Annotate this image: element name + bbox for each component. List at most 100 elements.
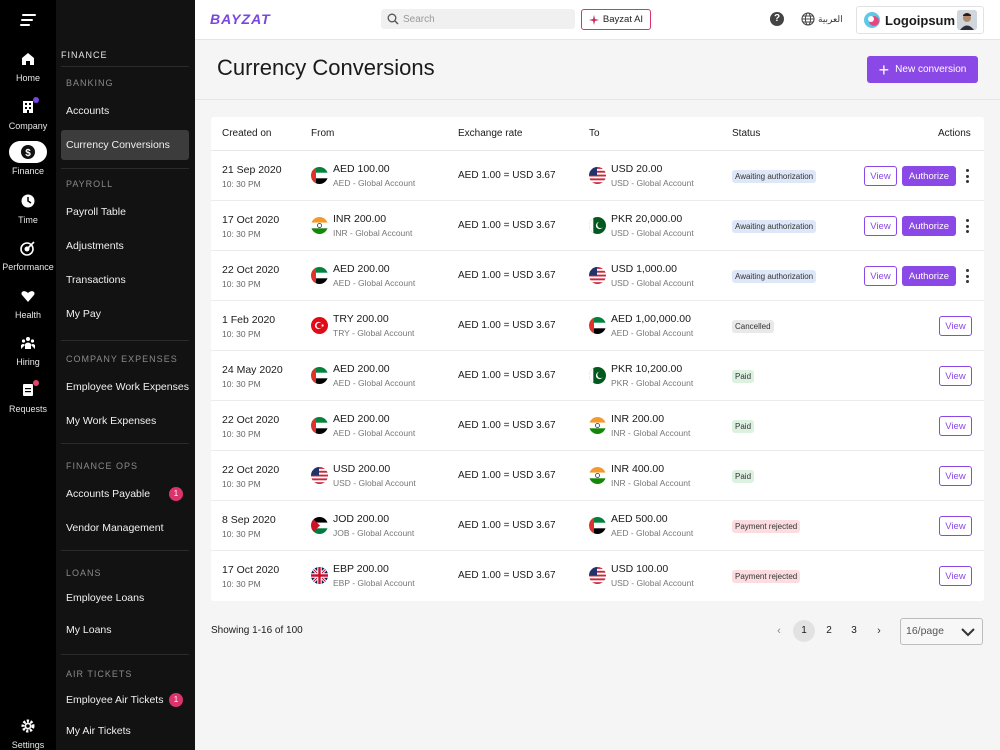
brand-logo[interactable]: BAYZAT <box>210 11 271 27</box>
rail-item-finance[interactable]: $ Finance <box>0 141 56 176</box>
from-account: AED - Global Account <box>333 378 416 388</box>
table-row: 24 May 2020 10: 30 PM AED 200.00 AED - G… <box>211 351 984 401</box>
view-button[interactable]: View <box>939 466 972 486</box>
sidebar-item-accounts-payable[interactable]: Accounts Payable 1 <box>61 479 189 509</box>
sidebar-item-my-loans[interactable]: My Loans <box>66 624 112 636</box>
view-button[interactable]: View <box>939 516 972 536</box>
search-input[interactable] <box>403 11 568 27</box>
company-switcher[interactable]: Logoipsum <box>856 6 984 34</box>
menu-icon[interactable] <box>20 14 36 29</box>
sidebar-item-employee-loans[interactable]: Employee Loans <box>66 592 145 604</box>
column-exchange-rate[interactable]: Exchange rate <box>458 128 523 139</box>
sidebar-section-loans: LOANS <box>66 568 102 578</box>
sidebar-item-adjustments[interactable]: Adjustments <box>66 240 124 252</box>
from-amount: TRY 200.00 <box>333 313 389 325</box>
rail-item-hiring[interactable]: Hiring <box>0 332 56 367</box>
column-from[interactable]: From <box>311 128 335 139</box>
from-cell: USD 200.00 USD - Global Account <box>333 463 416 488</box>
rail-item-performance[interactable]: Performance <box>0 237 56 272</box>
rail-item-home[interactable]: Home <box>0 48 56 83</box>
us-flag-icon <box>589 267 606 284</box>
to-cell: INR 400.00 INR - Global Account <box>611 463 690 488</box>
ae-flag-icon <box>589 317 606 334</box>
rail-label: Home <box>15 73 40 83</box>
view-button[interactable]: View <box>939 416 972 436</box>
view-button[interactable]: View <box>864 166 897 186</box>
status-badge: Awaiting authorization <box>732 170 817 183</box>
sidebar-item-currency-conversions[interactable]: Currency Conversions <box>61 130 189 160</box>
more-options-icon[interactable] <box>964 268 970 284</box>
sidebar-title: FINANCE <box>61 50 108 60</box>
prev-page-button[interactable]: ‹ <box>777 625 781 637</box>
pagination: ‹ 1 2 3 › <box>768 620 893 642</box>
avatar[interactable] <box>957 10 977 30</box>
page-button-2[interactable]: 2 <box>826 625 832 636</box>
new-conversion-button[interactable]: + New conversion <box>867 56 978 83</box>
exchange-rate: AED 1.00 = USD 3.67 <box>458 470 556 481</box>
created-date: 21 Sep 2020 <box>222 164 282 176</box>
next-page-button[interactable]: › <box>877 625 881 637</box>
rail-label: Hiring <box>16 357 40 367</box>
from-account: JOB - Global Account <box>333 528 415 538</box>
rail-item-company[interactable]: Company <box>0 96 56 131</box>
authorize-button[interactable]: Authorize <box>902 166 956 186</box>
in-flag-icon <box>589 467 606 484</box>
rail-item-time[interactable]: Time <box>0 190 56 225</box>
status-badge: Cancelled <box>732 320 774 333</box>
more-options-icon[interactable] <box>964 218 970 234</box>
people-icon <box>21 337 35 349</box>
help-icon[interactable]: ? <box>770 12 784 26</box>
to-cell: USD 1,000.00 USD - Global Account <box>611 263 694 288</box>
column-status[interactable]: Status <box>732 128 761 139</box>
bayzat-ai-button[interactable]: Bayzat AI <box>581 9 651 30</box>
rail-label: Time <box>18 215 38 225</box>
created-on-cell: 17 Oct 2020 10: 30 PM <box>222 564 279 589</box>
sidebar-item-my-air-tickets[interactable]: My Air Tickets <box>66 725 131 737</box>
to-account: USD - Global Account <box>611 228 694 238</box>
from-cell: AED 100.00 AED - Global Account <box>333 163 415 188</box>
created-on-cell: 17 Oct 2020 10: 30 PM <box>222 214 279 239</box>
from-account: USD - Global Account <box>333 478 416 488</box>
language-switch[interactable]: العربية <box>801 12 843 26</box>
created-date: 22 Oct 2020 <box>222 264 280 276</box>
status-badge: Payment rejected <box>732 570 801 583</box>
view-button[interactable]: View <box>939 366 972 386</box>
rail-item-requests[interactable]: Requests <box>0 379 56 414</box>
sidebar-item-transactions[interactable]: Transactions <box>66 274 126 286</box>
column-to[interactable]: To <box>589 128 600 139</box>
sidebar-item-payroll-table[interactable]: Payroll Table <box>66 206 126 218</box>
page-button-3[interactable]: 3 <box>851 625 857 636</box>
ae-flag-icon <box>311 417 328 434</box>
page-title: Currency Conversions <box>217 55 435 80</box>
more-options-icon[interactable] <box>964 168 970 184</box>
status-badge: Paid <box>732 470 755 483</box>
view-button[interactable]: View <box>864 216 897 236</box>
page-button-1[interactable]: 1 <box>793 620 815 642</box>
per-page-select[interactable]: 16/page <box>900 618 983 645</box>
created-on-cell: 24 May 2020 10: 30 PM <box>222 364 283 389</box>
authorize-button[interactable]: Authorize <box>902 266 956 286</box>
created-on-cell: 21 Sep 2020 10: 30 PM <box>222 164 282 189</box>
sidebar-item-employee-work-expenses[interactable]: Employee Work Expenses <box>66 381 189 393</box>
rail-label: Company <box>8 121 48 131</box>
authorize-button[interactable]: Authorize <box>902 216 956 236</box>
view-button[interactable]: View <box>939 316 972 336</box>
sidebar-item-accounts[interactable]: Accounts <box>66 105 110 117</box>
column-created-on[interactable]: Created on <box>222 128 272 139</box>
created-date: 24 May 2020 <box>222 364 283 376</box>
sidebar-item-my-pay[interactable]: My Pay <box>66 308 102 320</box>
sidebar-item-vendor-management[interactable]: Vendor Management <box>66 522 164 534</box>
sidebar-item-my-work-expenses[interactable]: My Work Expenses <box>66 415 157 427</box>
from-amount: AED 200.00 <box>333 363 390 375</box>
table-header: Created on From Exchange rate To Status … <box>211 117 984 151</box>
table-row: 8 Sep 2020 10: 30 PM JOD 200.00 JOB - Gl… <box>211 501 984 551</box>
view-button[interactable]: View <box>864 266 897 286</box>
gb-flag-icon <box>311 567 328 584</box>
to-cell: INR 200.00 INR - Global Account <box>611 413 690 438</box>
sidebar-section-air-tickets: AIR TICKETS <box>66 669 133 679</box>
view-button[interactable]: View <box>939 566 972 586</box>
rail-item-health[interactable]: Health <box>0 285 56 320</box>
rail-label: Requests <box>8 404 48 414</box>
sidebar-item-employee-air-tickets[interactable]: Employee Air Tickets 1 <box>61 685 189 715</box>
rail-item-settings[interactable]: Settings <box>0 715 56 750</box>
